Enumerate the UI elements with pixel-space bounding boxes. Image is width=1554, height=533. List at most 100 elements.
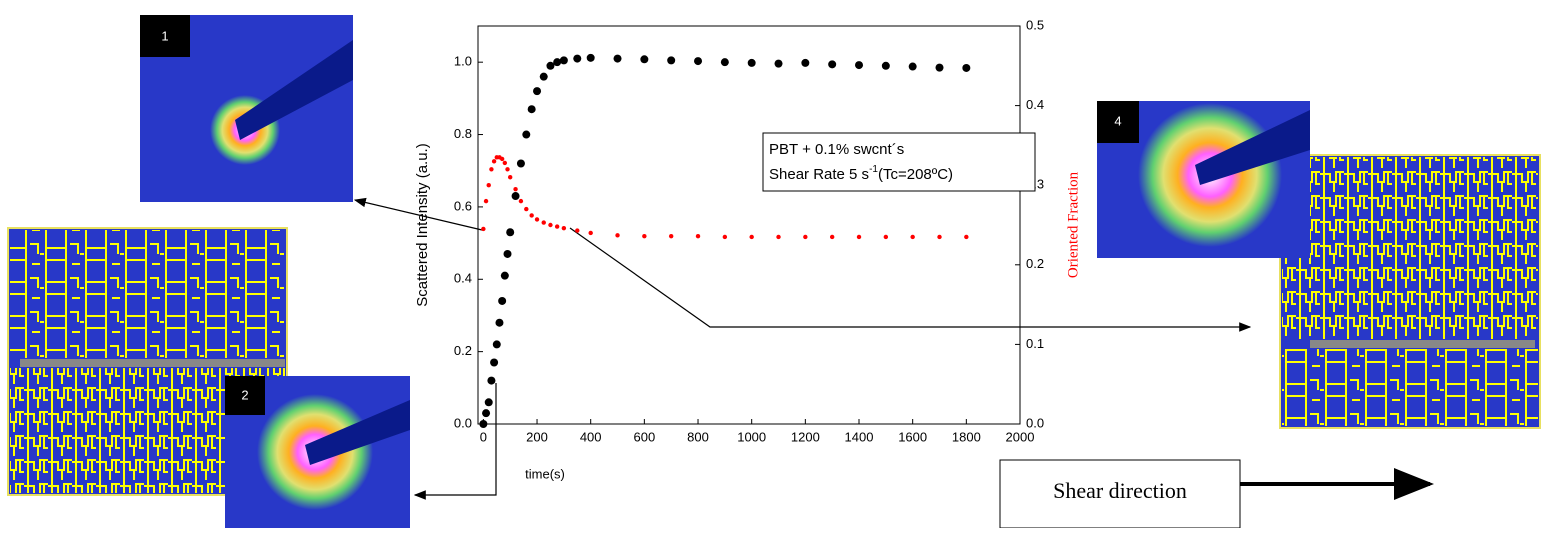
point bbox=[829, 234, 835, 240]
point bbox=[492, 340, 501, 349]
arrow bbox=[569, 227, 1252, 332]
x-tick-label: 600 bbox=[634, 429, 656, 444]
plate bbox=[20, 359, 285, 367]
annotation: PBT + 0.1% swcnt´s bbox=[769, 141, 904, 158]
point bbox=[573, 54, 582, 63]
point bbox=[511, 192, 520, 201]
lattice bbox=[10, 230, 285, 358]
plate bbox=[1310, 340, 1535, 348]
annotation: Shear Rate 5 s-1(Tc=208ºC) bbox=[769, 164, 953, 183]
lattice bbox=[1282, 349, 1538, 426]
point bbox=[495, 318, 504, 327]
point bbox=[668, 233, 674, 239]
annotation-box bbox=[762, 132, 1036, 192]
point bbox=[694, 57, 703, 66]
point bbox=[803, 234, 808, 240]
point bbox=[518, 198, 524, 204]
point bbox=[747, 58, 756, 67]
arrow bbox=[413, 383, 497, 500]
x-tick-label: 2000 bbox=[1006, 429, 1035, 444]
point bbox=[561, 225, 567, 231]
x-tick-label: 0 bbox=[480, 429, 487, 444]
y-tick-label: 0.0 bbox=[454, 415, 472, 430]
lattice bbox=[1282, 157, 1538, 339]
point bbox=[507, 175, 513, 180]
arrows bbox=[353, 197, 1434, 500]
point bbox=[586, 53, 595, 62]
inset-label: 1 bbox=[161, 28, 168, 43]
y2-tick-label: 0.2 bbox=[1026, 256, 1044, 271]
y2-tick-label: 0.1 bbox=[1026, 336, 1044, 351]
point bbox=[527, 105, 536, 114]
y2-tick-label: 0.5 bbox=[1026, 17, 1044, 32]
y-tick-label: 0.6 bbox=[454, 198, 472, 213]
point bbox=[546, 61, 555, 70]
point bbox=[541, 220, 546, 225]
annotation: Shear Rate 5 s bbox=[769, 166, 869, 183]
point bbox=[776, 234, 781, 240]
point bbox=[856, 234, 862, 240]
point bbox=[642, 233, 647, 239]
point bbox=[502, 160, 508, 166]
point bbox=[553, 58, 562, 67]
point bbox=[503, 249, 512, 258]
point bbox=[499, 156, 505, 162]
inset-label: 4 bbox=[1114, 113, 1121, 128]
label-box bbox=[140, 15, 190, 57]
inset-label: 2 bbox=[241, 387, 248, 402]
x-tick-label: 1600 bbox=[898, 429, 927, 444]
y-tick-label: 0.8 bbox=[454, 126, 472, 141]
point bbox=[937, 234, 942, 240]
x-tick-label: 800 bbox=[687, 429, 709, 444]
point bbox=[548, 222, 553, 228]
point bbox=[855, 61, 864, 70]
point bbox=[491, 159, 497, 164]
beamstop bbox=[235, 40, 353, 140]
point bbox=[479, 420, 488, 428]
point bbox=[487, 376, 496, 385]
shear-box bbox=[999, 459, 1241, 529]
point bbox=[695, 233, 701, 239]
point bbox=[524, 206, 529, 212]
shear-label: Shear direction bbox=[1053, 478, 1187, 503]
label-box bbox=[225, 376, 265, 415]
point bbox=[516, 159, 525, 168]
plot-frame bbox=[477, 25, 1021, 425]
y-axis-label: Scattered Intensity (a.u.) bbox=[414, 143, 431, 306]
point bbox=[539, 72, 548, 81]
point bbox=[486, 183, 491, 188]
x-tick-label: 400 bbox=[580, 429, 602, 444]
point bbox=[505, 167, 510, 172]
x-tick-label: 1000 bbox=[737, 429, 766, 444]
point bbox=[529, 213, 534, 218]
point bbox=[588, 230, 593, 236]
beamstop bbox=[1195, 110, 1310, 185]
y2-axis-label: Oriented Fraction bbox=[1065, 171, 1081, 278]
point bbox=[801, 58, 810, 67]
point bbox=[575, 228, 580, 233]
point bbox=[483, 198, 489, 204]
y-tick-label: 1.0 bbox=[454, 54, 472, 69]
x-axis-label: time(s) bbox=[525, 466, 565, 481]
point bbox=[881, 61, 890, 70]
point bbox=[533, 87, 542, 96]
point bbox=[615, 233, 620, 238]
point bbox=[559, 56, 568, 65]
point bbox=[883, 234, 889, 240]
point bbox=[489, 167, 494, 172]
point bbox=[500, 271, 509, 280]
y-tick-label: 0.4 bbox=[454, 271, 472, 286]
x-tick-label: 200 bbox=[526, 429, 548, 444]
label-box bbox=[1097, 101, 1139, 143]
point bbox=[722, 234, 728, 240]
point bbox=[482, 409, 491, 418]
point bbox=[484, 398, 493, 407]
point bbox=[534, 217, 540, 222]
point bbox=[908, 62, 917, 71]
point bbox=[964, 234, 969, 240]
point bbox=[554, 224, 560, 229]
point bbox=[962, 63, 971, 72]
point bbox=[506, 228, 515, 237]
point bbox=[774, 59, 783, 68]
